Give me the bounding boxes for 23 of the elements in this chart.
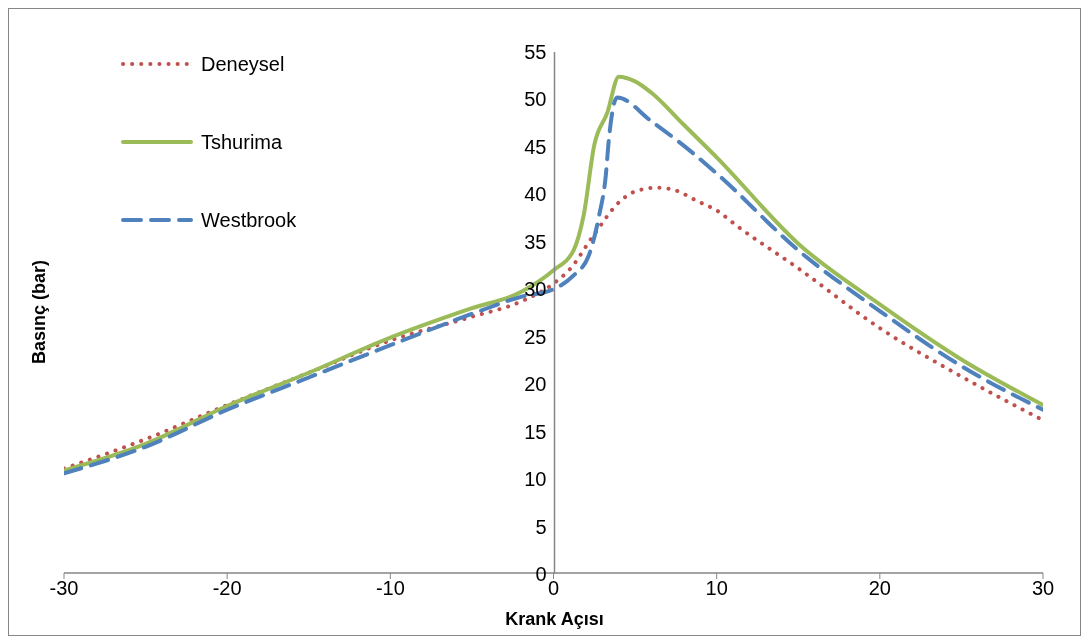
y-tick-label: 25 bbox=[524, 325, 547, 348]
x-tick-label: 20 bbox=[868, 577, 891, 600]
x-axis-title: Krank Açısı bbox=[505, 609, 604, 630]
x-tick-label: -10 bbox=[375, 577, 405, 600]
legend-label: Westbrook bbox=[201, 208, 297, 232]
legend-label: Deneysel bbox=[201, 52, 285, 76]
y-tick-label: 45 bbox=[524, 135, 547, 158]
y-tick-label: 0 bbox=[535, 563, 547, 585]
y-tick-label: 40 bbox=[524, 183, 547, 206]
y-tick-label: 55 bbox=[524, 41, 547, 63]
y-tick-label: 15 bbox=[524, 420, 547, 443]
line-series bbox=[64, 185, 1043, 471]
x-tick-label: 30 bbox=[1031, 577, 1055, 600]
y-axis-title: Basınç (bar) bbox=[28, 259, 50, 365]
x-tick-label: -30 bbox=[49, 577, 79, 600]
legend-label: Tshurima bbox=[201, 130, 283, 154]
y-tick-label: 5 bbox=[535, 515, 547, 538]
y-tick-label: 35 bbox=[524, 230, 547, 253]
y-tick-label: 10 bbox=[524, 468, 547, 491]
y-tick-label: 50 bbox=[524, 88, 547, 111]
x-tick-label: 10 bbox=[705, 577, 728, 600]
x-tick-label: -20 bbox=[212, 577, 242, 600]
y-tick-label: 20 bbox=[524, 373, 547, 396]
